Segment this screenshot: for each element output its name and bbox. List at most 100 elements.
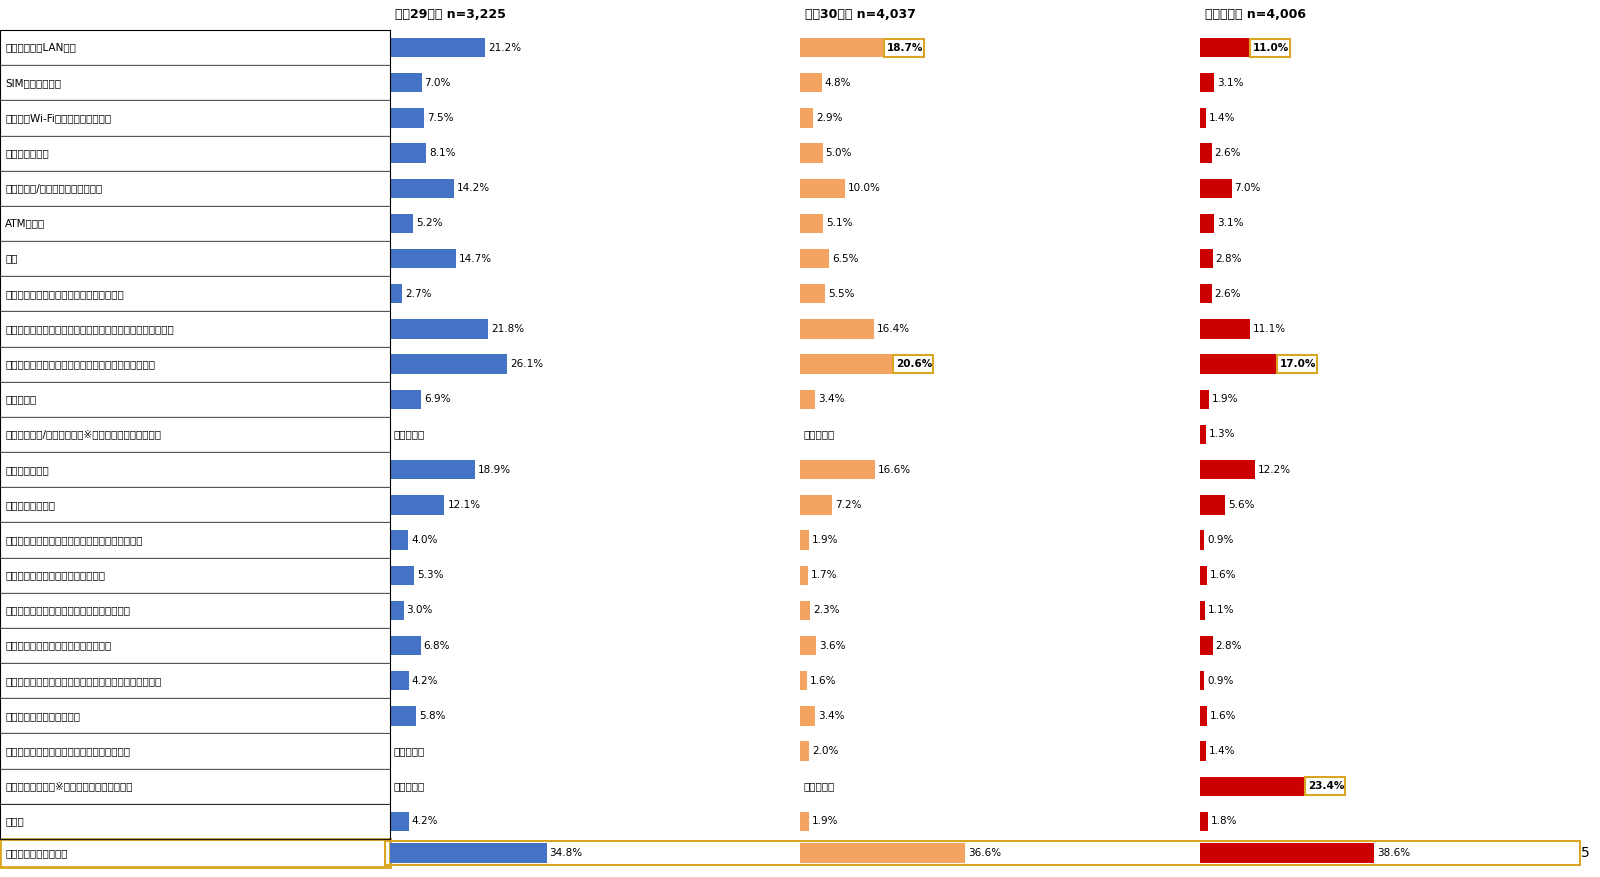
Text: 6.5%: 6.5% xyxy=(832,253,859,264)
Bar xyxy=(800,354,893,374)
Text: 6.8%: 6.8% xyxy=(424,640,450,651)
Text: ゴミ箱の少なさ　※令和元年度新規追加項目: ゴミ箱の少なさ ※令和元年度新規追加項目 xyxy=(5,781,133,791)
Text: 5.2%: 5.2% xyxy=(416,218,443,228)
Text: 1.4%: 1.4% xyxy=(1210,746,1235,756)
Bar xyxy=(800,214,822,233)
Text: その他: その他 xyxy=(5,816,24,826)
Text: 4.0%: 4.0% xyxy=(411,535,437,545)
Bar xyxy=(390,108,424,128)
Text: 3.1%: 3.1% xyxy=(1218,78,1243,88)
Text: 災害、けが・病気の際の医療機関、海外旅行保険: 災害、けが・病気の際の医療機関、海外旅行保険 xyxy=(5,535,142,545)
Text: 5.6%: 5.6% xyxy=(1229,500,1254,510)
Text: 23.4%: 23.4% xyxy=(1309,781,1344,791)
Bar xyxy=(1200,812,1208,831)
Bar xyxy=(1200,566,1208,585)
Bar xyxy=(1200,319,1250,339)
Text: 多言語表示の少なさ・わかりにくさ（観光案内板・地図等）: 多言語表示の少なさ・わかりにくさ（観光案内板・地図等） xyxy=(5,324,174,334)
Bar xyxy=(1200,214,1214,233)
Text: 多様な文化宗教への配慮（礼拝室、食事等）: 多様な文化宗教への配慮（礼拝室、食事等） xyxy=(5,746,130,756)
Bar xyxy=(800,38,885,57)
Text: 16.6%: 16.6% xyxy=(878,465,910,474)
Text: 11.1%: 11.1% xyxy=(1253,324,1286,334)
FancyBboxPatch shape xyxy=(885,39,925,57)
Bar xyxy=(1200,284,1211,303)
Text: 14.7%: 14.7% xyxy=(459,253,493,264)
Bar xyxy=(390,566,414,585)
Bar xyxy=(1200,843,1374,863)
Text: （未調査）: （未調査） xyxy=(394,746,424,756)
Text: 10.0%: 10.0% xyxy=(848,183,882,193)
FancyBboxPatch shape xyxy=(1277,355,1317,373)
Bar xyxy=(800,319,874,339)
Bar xyxy=(1200,354,1277,374)
Text: 平成30年度 n=4,037: 平成30年度 n=4,037 xyxy=(805,9,915,22)
Text: ATMの利用: ATMの利用 xyxy=(5,218,45,228)
Text: 鉄道の割引きっぷ: 鉄道の割引きっぷ xyxy=(5,500,54,510)
Bar xyxy=(1200,460,1254,480)
Text: 2.3%: 2.3% xyxy=(813,605,840,616)
Text: 飲食店、宿泊施設の情報の入手・予約: 飲食店、宿泊施設の情報の入手・予約 xyxy=(5,640,112,651)
Text: 4.2%: 4.2% xyxy=(411,675,438,686)
Bar xyxy=(800,531,808,550)
Bar xyxy=(1200,531,1205,550)
Bar xyxy=(390,389,421,409)
Bar xyxy=(800,73,822,92)
Text: 26.1%: 26.1% xyxy=(510,360,544,369)
Bar xyxy=(390,144,427,163)
Text: 施設等のスタッフとのコミュニケーションがとれない: 施設等のスタッフとのコミュニケーションがとれない xyxy=(5,360,155,369)
Bar xyxy=(1200,73,1214,92)
Text: 困ったことはなかった: 困ったことはなかった xyxy=(5,848,67,858)
Bar xyxy=(390,249,456,268)
Bar xyxy=(1200,601,1205,620)
Text: 16.4%: 16.4% xyxy=(877,324,910,334)
Bar xyxy=(390,531,408,550)
Bar xyxy=(390,636,421,655)
Text: SIMカードの購入: SIMカードの購入 xyxy=(5,78,61,88)
Bar xyxy=(390,354,507,374)
Bar xyxy=(1200,38,1250,57)
Text: 38.6%: 38.6% xyxy=(1376,848,1410,858)
Text: 0.9%: 0.9% xyxy=(1206,675,1234,686)
Bar xyxy=(390,812,410,831)
Text: 無料公衆無線LAN環境: 無料公衆無線LAN環境 xyxy=(5,43,75,53)
Bar xyxy=(390,496,445,515)
Text: 2.6%: 2.6% xyxy=(1214,148,1242,158)
Bar xyxy=(390,843,547,863)
Bar xyxy=(800,108,813,128)
Text: （未調査）: （未調査） xyxy=(394,430,424,439)
Text: 観光案内所の利用や観光地での案内: 観光案内所の利用や観光地での案内 xyxy=(5,570,106,581)
Bar xyxy=(800,671,808,690)
Text: 宿泊施設や空港などへの荷物の配送サービス: 宿泊施設や空港などへの荷物の配送サービス xyxy=(5,605,130,616)
Text: 7.2%: 7.2% xyxy=(835,500,862,510)
Text: 1.9%: 1.9% xyxy=(1211,395,1238,404)
Bar xyxy=(800,249,829,268)
Text: 8.1%: 8.1% xyxy=(429,148,456,158)
Text: 1.8%: 1.8% xyxy=(1211,816,1238,826)
Bar xyxy=(1200,496,1226,515)
Text: 2.8%: 2.8% xyxy=(1216,253,1242,264)
Bar xyxy=(800,179,845,198)
Bar xyxy=(800,812,808,831)
Bar xyxy=(1200,776,1306,796)
Text: 1.6%: 1.6% xyxy=(1210,570,1237,581)
Bar xyxy=(800,144,822,163)
Bar xyxy=(1200,179,1232,198)
Bar xyxy=(800,636,816,655)
Text: 3.4%: 3.4% xyxy=(818,711,845,721)
Text: トイレの利用・場所・設備: トイレの利用・場所・設備 xyxy=(5,711,80,721)
Text: 1.1%: 1.1% xyxy=(1208,605,1235,616)
Text: 国際ローミング: 国際ローミング xyxy=(5,148,48,158)
Text: 7.0%: 7.0% xyxy=(424,78,451,88)
Text: 17.0%: 17.0% xyxy=(1280,360,1315,369)
Text: 3.0%: 3.0% xyxy=(406,605,434,616)
Bar xyxy=(800,566,808,585)
Bar xyxy=(1200,249,1213,268)
FancyBboxPatch shape xyxy=(1250,39,1290,57)
Text: 18.7%: 18.7% xyxy=(886,43,923,53)
Text: （未調査）: （未調査） xyxy=(803,781,834,791)
Text: 2.0%: 2.0% xyxy=(813,746,838,756)
Bar xyxy=(390,460,475,480)
Text: 2.7%: 2.7% xyxy=(405,289,432,299)
Text: 1.6%: 1.6% xyxy=(810,675,837,686)
FancyBboxPatch shape xyxy=(1306,777,1346,795)
